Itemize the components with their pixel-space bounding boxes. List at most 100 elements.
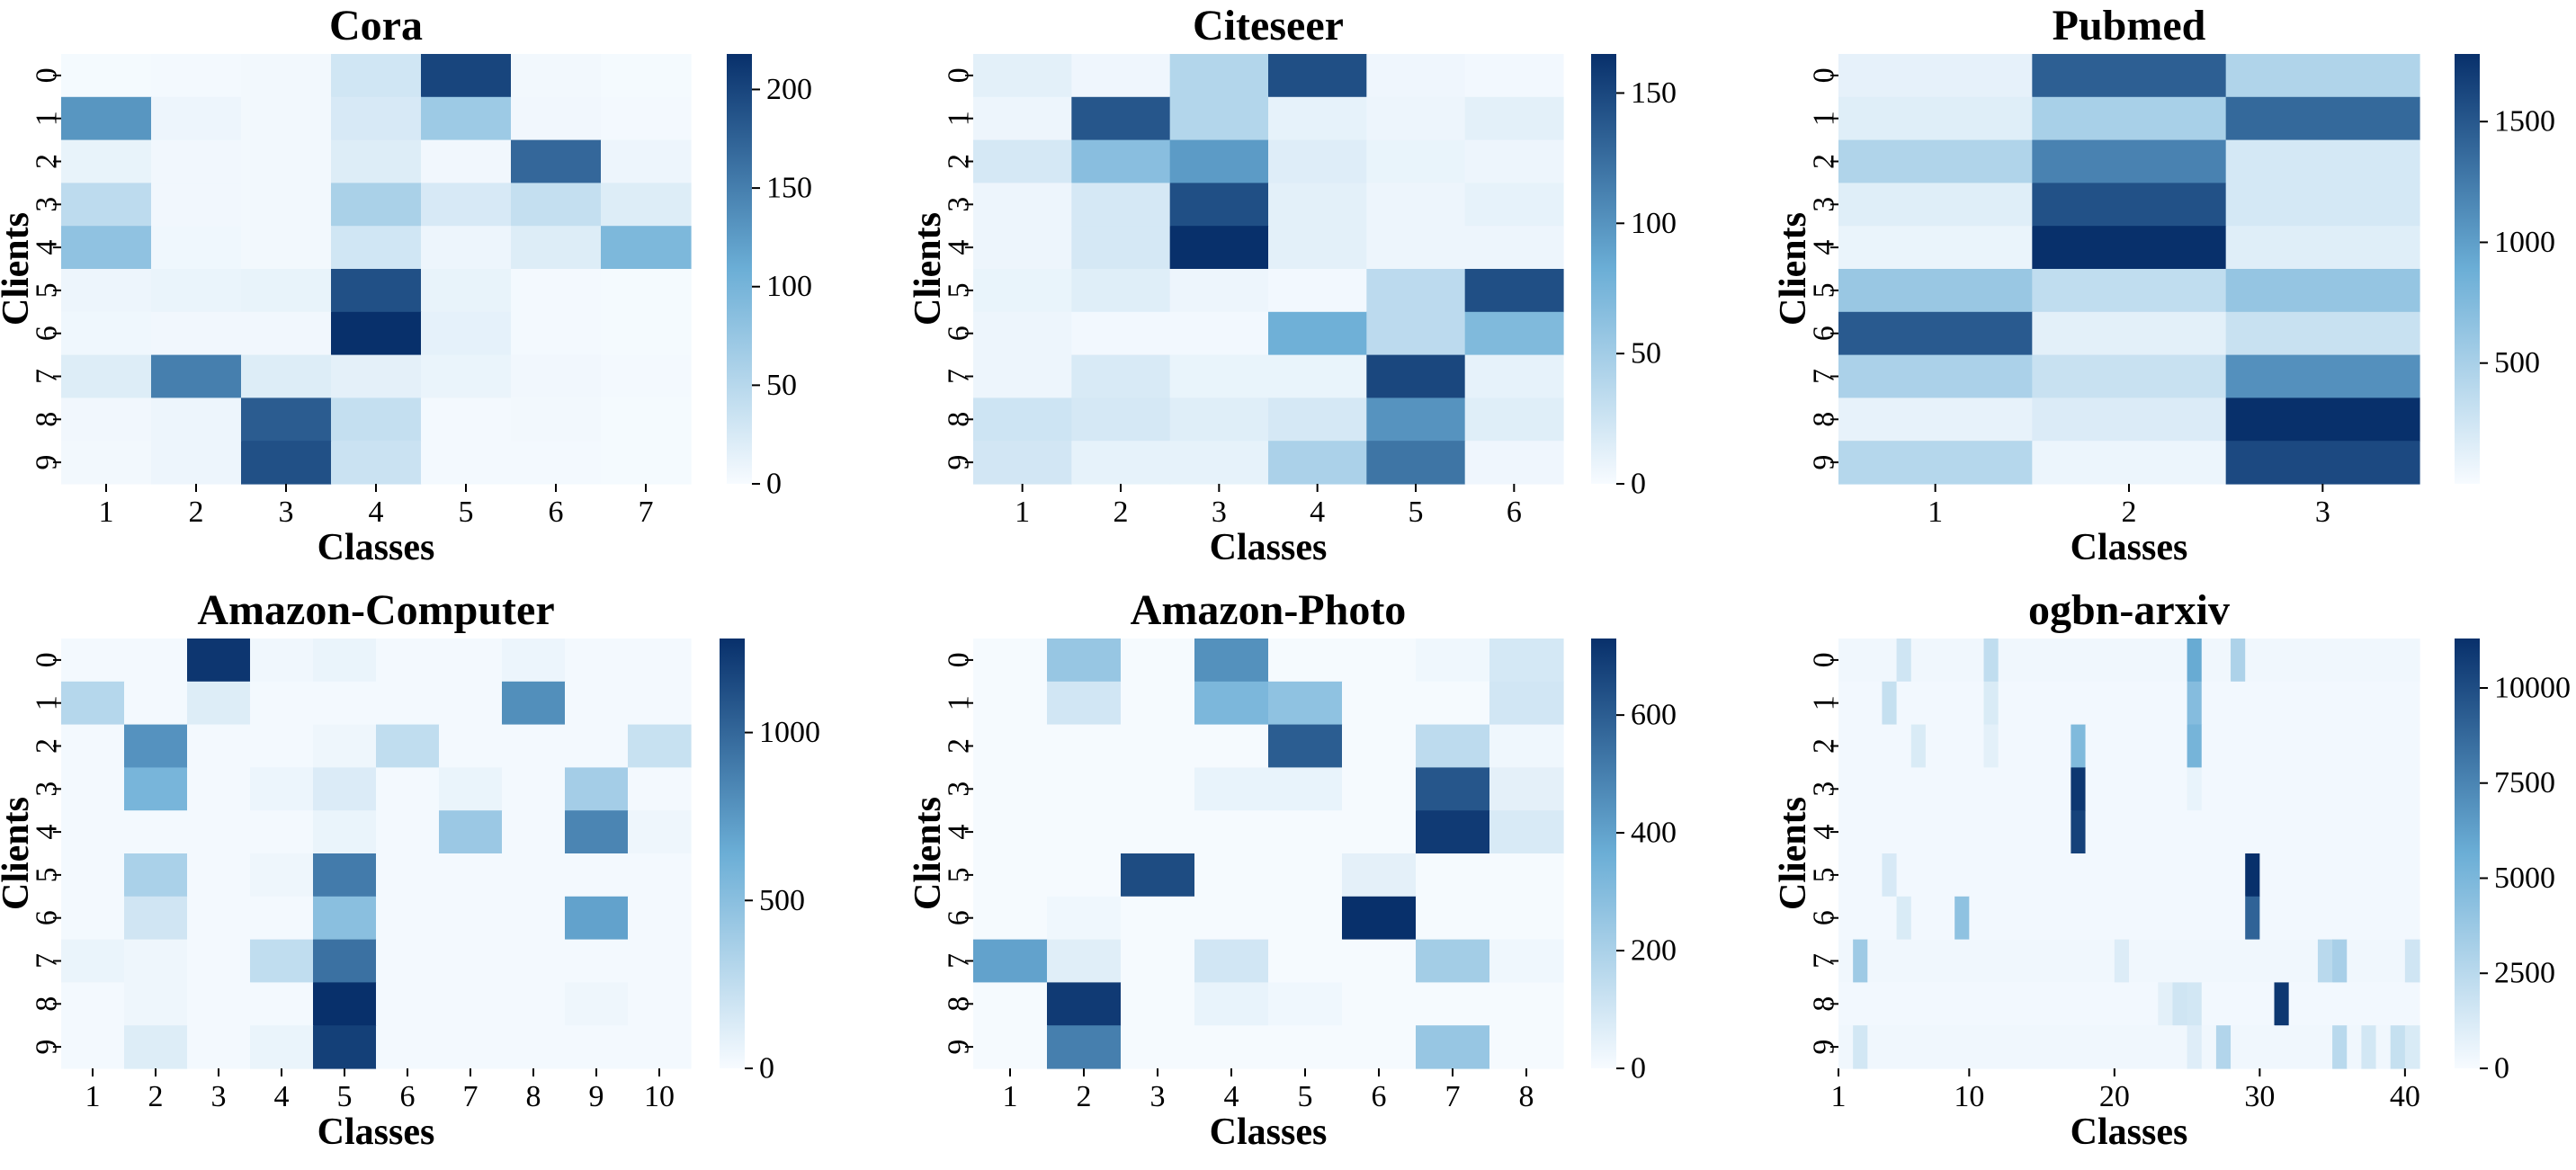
colorbar-tick-label: 0 [2494,1052,2509,1085]
heatmap-cell [2215,1025,2232,1069]
heatmap-cell [2375,724,2392,768]
x-tick-label: 2 [2122,496,2137,529]
heatmap-cell [2071,896,2087,941]
colorbar-tick-label: 400 [1631,817,1677,850]
heatmap-cell [1169,354,1269,398]
heatmap-cell [2404,896,2420,941]
heatmap-cell [2259,896,2276,941]
heatmap-cell [1071,139,1171,183]
heatmap-cell [1268,139,1367,183]
heatmap-cell [1342,767,1417,811]
heatmap-cell [1910,681,1927,726]
heatmap-cell [1268,397,1367,442]
heatmap-cell [2390,639,2406,683]
heatmap-cell [1882,853,1898,898]
heatmap-cell [973,269,1072,313]
heatmap-cell [376,681,440,726]
x-tick-label: 3 [1212,496,1227,529]
x-axis-label: Classes [318,1112,435,1153]
heatmap-cell [2303,853,2319,898]
heatmap-cell [2187,767,2203,811]
x-axis-label: Classes [1210,527,1328,568]
heatmap-cell [1268,896,1343,941]
heatmap-cell [2143,853,2159,898]
heatmap-cell [2032,441,2227,485]
heatmap-cell [1882,639,1898,683]
heatmap-cell [2245,724,2260,768]
y-tick-label: 1 [31,111,64,126]
heatmap-cell [2303,939,2319,983]
heatmap-cell [2225,96,2420,141]
heatmap-cell [1464,96,1564,141]
heatmap-cell [1853,681,1868,726]
heatmap-cell [376,767,440,811]
heatmap-cell [1121,681,1195,726]
heatmap-cell [565,982,629,1026]
heatmap-cell [1838,810,1854,854]
heatmap-cell [973,397,1072,442]
heatmap-cell [331,54,422,98]
heatmap-cell [1925,681,1941,726]
heatmap-panel-amazon-photo: Amazon-Photo 0 1 2 3 4 5 6 7 8 9 1 2 3 4 5 6 7 8 Classes Cli… [908,586,1677,1153]
heatmap-cell [2042,939,2057,983]
heatmap-cell [2231,939,2246,983]
heatmap-cell [1268,354,1367,398]
heatmap-cell [2099,982,2115,1026]
x-tick-label: 8 [1519,1080,1534,1113]
heatmap-cell [2099,1025,2115,1069]
heatmap-cell [1925,767,1941,811]
heatmap-cell [1910,853,1927,898]
heatmap-cell [2172,896,2188,941]
heatmap-cell [1268,982,1343,1026]
heatmap-cell [1867,767,1883,811]
heatmap-cell [2158,896,2174,941]
heatmap-cell [1896,810,1912,854]
heatmap-cell [565,853,629,898]
heatmap-cell [421,226,512,270]
heatmap-cell [2375,853,2392,898]
heatmap-cell [2129,982,2144,1026]
heatmap-cell [2085,853,2101,898]
y-axis-label: Clients [0,212,37,326]
heatmap-cell [1169,96,1269,141]
heatmap-cell [2361,724,2377,768]
heatmap-cell [1838,269,2033,313]
y-tick-label: 3 [31,197,64,212]
heatmap-cell [421,96,512,141]
heatmap-cell [973,810,1048,854]
y-tick-label: 2 [31,738,64,754]
heatmap-cell [2085,724,2101,768]
heatmap-cell [2114,1025,2130,1069]
heatmap-cell [2071,939,2087,983]
heatmap-cell [1071,269,1171,313]
heatmap-cell [628,853,692,898]
y-axis-label: Clients [1773,212,1814,326]
heatmap-cell [331,139,422,183]
heatmap-cell [1838,226,2033,270]
x-tick-label: 3 [1150,1080,1166,1113]
x-tick-label: 3 [279,496,294,529]
colorbar-tick-label: 200 [1631,934,1677,968]
heatmap-cell [1910,810,1927,854]
heatmap-cell [1867,939,1883,983]
heatmap-cell [2187,1025,2203,1069]
heatmap-cell [1366,226,1466,270]
heatmap-cell [2129,681,2144,726]
heatmap-cell [1896,1025,1912,1069]
heatmap-cell [61,1025,125,1069]
colorbar-tick-label: 7500 [2494,766,2555,799]
x-tick-label: 4 [369,496,384,529]
y-tick-label: 0 [31,67,64,83]
heatmap-cell [2172,724,2188,768]
heatmap-cell [2404,639,2420,683]
heatmap-cell [2143,1025,2159,1069]
y-tick-label: 9 [31,1040,64,1055]
heatmap-cell [1867,724,1883,768]
heatmap-cell [241,397,332,442]
heatmap-cell [2347,639,2362,683]
heatmap-cell [2032,311,2227,356]
x-tick-label: 6 [400,1080,416,1113]
heatmap-cell [1194,939,1269,983]
heatmap-cell [511,54,602,98]
heatmap-cell [1489,810,1564,854]
